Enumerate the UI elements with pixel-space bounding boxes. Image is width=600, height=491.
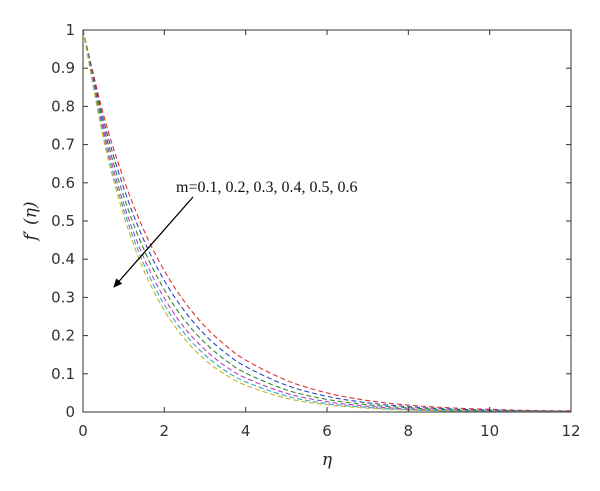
x-axis-label: η: [322, 450, 333, 470]
x-tick-label: 12: [561, 422, 580, 440]
y-tick-label: 0.9: [51, 59, 75, 77]
y-axis-label: f′ (η): [21, 201, 41, 242]
x-tick-label: 10: [480, 422, 499, 440]
series-line-2: [82, 29, 572, 412]
x-tick-label: 2: [160, 422, 170, 440]
x-tick-label: 4: [241, 422, 251, 440]
annotation-text: m=0.1, 0.2, 0.3, 0.4, 0.5, 0.6: [176, 179, 357, 196]
series-line-4: [82, 29, 572, 413]
plot-background: [83, 30, 571, 412]
y-tick-label: 0.3: [51, 288, 75, 306]
x-tick-label: 6: [322, 422, 332, 440]
annotation-arrow: [113, 196, 194, 288]
plot-frame: [82, 29, 572, 413]
series-line-1: [82, 29, 572, 412]
series-line-6: [82, 29, 572, 413]
series-line-3: [82, 29, 572, 413]
x-tick-label: 0: [78, 422, 88, 440]
y-tick-label: 0.2: [51, 327, 75, 345]
y-tick-label: 0.7: [51, 136, 75, 154]
x-tick-label: 8: [404, 422, 414, 440]
y-tick-label: 0.4: [51, 250, 75, 268]
y-tick-label: 0.1: [51, 365, 75, 383]
y-tick-label: 0.8: [51, 97, 75, 115]
series-layer: [82, 29, 572, 413]
y-tick-label: 0: [65, 403, 75, 421]
y-tick-label: 0.5: [51, 212, 75, 230]
y-tick-label: 0.6: [51, 174, 75, 192]
y-tick-label: 1: [65, 21, 75, 39]
